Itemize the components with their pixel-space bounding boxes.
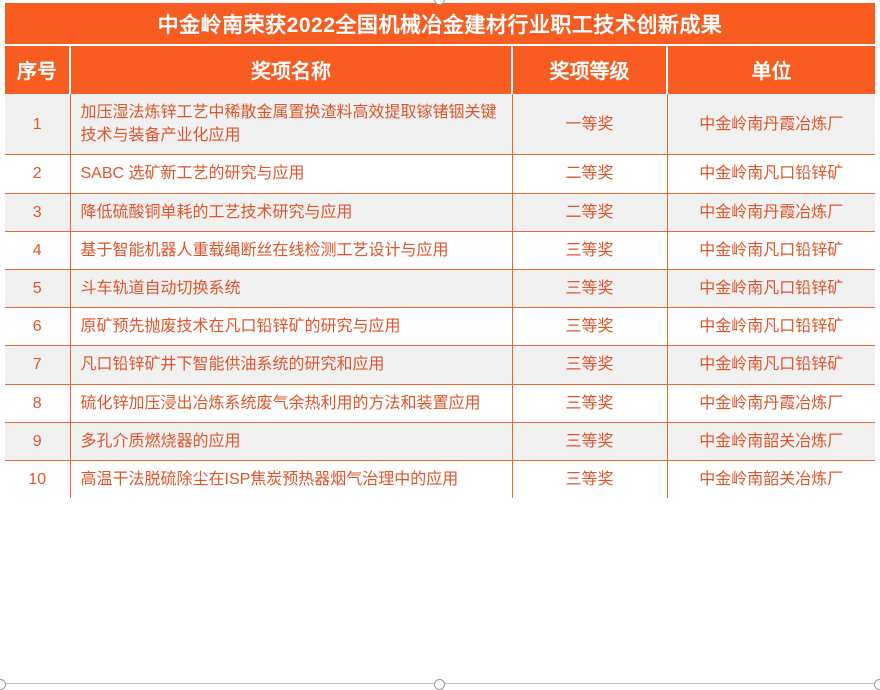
cell-no: 10	[5, 459, 70, 499]
cell-level: 二等奖	[511, 192, 667, 232]
cell-no: 3	[5, 192, 70, 232]
cell-unit: 中金岭南丹霞冶炼厂	[666, 192, 876, 232]
cell-no: 1	[5, 92, 70, 155]
table-title-row: 中金岭南荣获2022全国机械冶金建材行业职工技术创新成果	[5, 3, 876, 45]
cell-name: 加压湿法炼锌工艺中稀散金属置换渣料高效提取镓锗铟关键技术与装备产业化应用	[69, 92, 512, 155]
resize-handle-bottom-left[interactable]	[0, 679, 6, 690]
column-header-name: 奖项名称	[69, 44, 512, 94]
cell-unit: 中金岭南凡口铅锌矿	[666, 345, 876, 384]
column-header-level: 奖项等级	[511, 44, 667, 94]
cell-level: 三等奖	[511, 230, 667, 270]
cell-name: 斗车轨道自动切换系统	[69, 268, 512, 308]
cell-level: 三等奖	[511, 421, 667, 461]
column-header-unit: 单位	[665, 44, 876, 94]
table-header-row: 序号 奖项名称 奖项等级 单位	[5, 44, 876, 94]
resize-handle-bottom-right[interactable]	[874, 679, 880, 690]
table-row: 6 原矿预先抛废技术在凡口铅锌矿的研究与应用 三等奖 中金岭南凡口铅锌矿	[5, 307, 876, 346]
cell-no: 5	[5, 268, 70, 308]
cell-name: SABC 选矿新工艺的研究与应用	[69, 154, 512, 194]
table-row: 1 加压湿法炼锌工艺中稀散金属置换渣料高效提取镓锗铟关键技术与装备产业化应用 一…	[5, 92, 876, 155]
cell-level: 三等奖	[511, 383, 667, 423]
table-row: 10 高温干法脱硫除尘在ISP焦炭预热器烟气治理中的应用 三等奖 中金岭南韶关冶…	[5, 459, 876, 499]
cell-unit: 中金岭南凡口铅锌矿	[666, 268, 876, 308]
table-title: 中金岭南荣获2022全国机械冶金建材行业职工技术创新成果	[5, 3, 876, 45]
resize-handle-bottom-center[interactable]	[434, 679, 445, 690]
table-row: 4 基于智能机器人重载绳断丝在线检测工艺设计与应用 三等奖 中金岭南凡口铅锌矿	[5, 230, 876, 270]
cell-no: 2	[5, 154, 70, 194]
cell-unit: 中金岭南韶关冶炼厂	[666, 421, 876, 461]
cell-name: 凡口铅锌矿井下智能供油系统的研究和应用	[69, 345, 512, 384]
cell-name: 基于智能机器人重载绳断丝在线检测工艺设计与应用	[69, 230, 512, 270]
cell-no: 9	[5, 421, 70, 461]
cell-level: 三等奖	[511, 345, 667, 384]
cell-unit: 中金岭南丹霞冶炼厂	[666, 383, 876, 423]
cell-unit: 中金岭南凡口铅锌矿	[666, 154, 876, 194]
table-body: 1 加压湿法炼锌工艺中稀散金属置换渣料高效提取镓锗铟关键技术与装备产业化应用 一…	[5, 92, 876, 499]
cell-no: 7	[5, 345, 70, 384]
cell-level: 二等奖	[511, 154, 667, 194]
cell-level: 三等奖	[511, 459, 667, 499]
cell-level: 一等奖	[511, 92, 667, 155]
cell-unit: 中金岭南丹霞冶炼厂	[666, 92, 876, 155]
cell-no: 4	[5, 230, 70, 270]
cell-name: 硫化锌加压浸出冶炼系统废气余热利用的方法和装置应用	[69, 383, 512, 423]
cell-level: 三等奖	[511, 307, 667, 346]
table-row: 3 降低硫酸铜单耗的工艺技术研究与应用 二等奖 中金岭南丹霞冶炼厂	[5, 192, 876, 232]
cell-unit: 中金岭南凡口铅锌矿	[666, 230, 876, 270]
table-row: 2 SABC 选矿新工艺的研究与应用 二等奖 中金岭南凡口铅锌矿	[5, 154, 876, 194]
table-row: 8 硫化锌加压浸出冶炼系统废气余热利用的方法和装置应用 三等奖 中金岭南丹霞冶炼…	[5, 383, 876, 423]
cell-name: 高温干法脱硫除尘在ISP焦炭预热器烟气治理中的应用	[69, 459, 512, 499]
cell-level: 三等奖	[511, 268, 667, 308]
table-row: 5 斗车轨道自动切换系统 三等奖 中金岭南凡口铅锌矿	[5, 268, 876, 308]
cell-name: 原矿预先抛废技术在凡口铅锌矿的研究与应用	[69, 307, 512, 346]
table-row: 7 凡口铅锌矿井下智能供油系统的研究和应用 三等奖 中金岭南凡口铅锌矿	[5, 345, 876, 384]
cell-unit: 中金岭南韶关冶炼厂	[666, 459, 876, 499]
award-results-table: 中金岭南荣获2022全国机械冶金建材行业职工技术创新成果 序号 奖项名称 奖项等…	[5, 3, 876, 499]
table-row: 9 多孔介质燃烧器的应用 三等奖 中金岭南韶关冶炼厂	[5, 421, 876, 461]
column-header-no: 序号	[5, 44, 70, 94]
cell-unit: 中金岭南凡口铅锌矿	[666, 307, 876, 346]
cell-no: 8	[5, 383, 70, 423]
cell-name: 多孔介质燃烧器的应用	[69, 421, 512, 461]
cell-name: 降低硫酸铜单耗的工艺技术研究与应用	[69, 192, 512, 232]
cell-no: 6	[5, 307, 70, 346]
